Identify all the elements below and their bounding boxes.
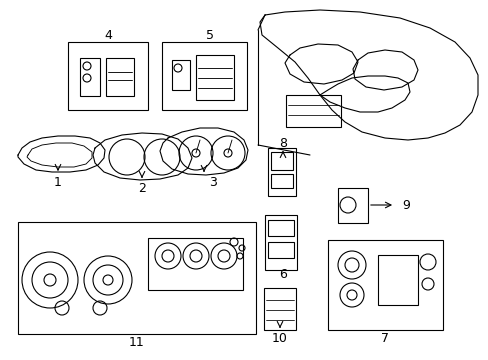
Bar xyxy=(80,58,100,96)
Bar xyxy=(18,222,256,334)
Text: 7: 7 xyxy=(380,332,388,345)
Bar xyxy=(106,58,134,96)
Text: 10: 10 xyxy=(271,332,287,345)
Bar xyxy=(337,188,367,223)
Bar xyxy=(270,174,292,188)
Bar xyxy=(267,148,295,196)
Bar xyxy=(264,288,295,330)
Bar xyxy=(172,60,190,90)
Text: 8: 8 xyxy=(279,136,286,149)
Bar xyxy=(285,95,340,127)
Text: 4: 4 xyxy=(104,28,112,41)
Text: 9: 9 xyxy=(401,198,409,212)
Bar xyxy=(264,215,296,270)
Text: 5: 5 xyxy=(205,28,214,41)
Text: 3: 3 xyxy=(209,176,217,189)
Bar xyxy=(148,238,243,290)
Text: 6: 6 xyxy=(279,269,286,282)
Bar xyxy=(267,242,293,258)
Bar xyxy=(162,42,246,110)
Bar xyxy=(68,42,148,110)
Bar xyxy=(377,255,417,305)
Text: 11: 11 xyxy=(129,336,144,348)
Bar xyxy=(267,220,293,236)
Bar xyxy=(196,55,234,100)
Bar xyxy=(270,152,292,170)
Text: 1: 1 xyxy=(54,176,62,189)
Text: 2: 2 xyxy=(138,181,145,194)
Bar xyxy=(327,240,442,330)
